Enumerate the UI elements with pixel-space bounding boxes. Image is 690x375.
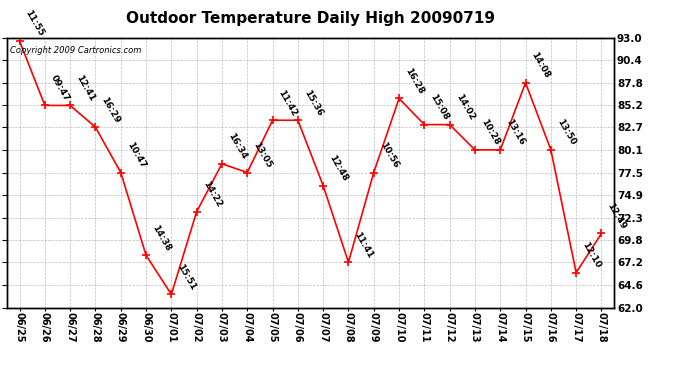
Text: 11:55: 11:55 [23, 9, 46, 38]
Point [520, 80, 531, 86]
Point [293, 117, 304, 123]
Text: 13:50: 13:50 [555, 118, 577, 147]
Text: 16:34: 16:34 [226, 132, 248, 161]
Point [545, 147, 556, 153]
Text: 10:28: 10:28 [479, 118, 501, 147]
Point [166, 291, 177, 297]
Text: 12:49: 12:49 [606, 201, 628, 231]
Text: 15:08: 15:08 [428, 93, 451, 122]
Text: 15:51: 15:51 [175, 262, 197, 292]
Text: 14:38: 14:38 [150, 223, 172, 252]
Point [444, 122, 455, 128]
Text: 16:28: 16:28 [403, 66, 425, 96]
Point [317, 183, 328, 189]
Point [343, 259, 354, 265]
Text: 09:47: 09:47 [49, 73, 71, 103]
Point [596, 231, 607, 237]
Point [495, 147, 506, 153]
Text: 10:56: 10:56 [378, 141, 400, 170]
Point [267, 117, 278, 123]
Point [241, 170, 253, 176]
Text: 10:47: 10:47 [125, 140, 147, 170]
Point [14, 38, 25, 44]
Point [141, 252, 152, 258]
Text: Outdoor Temperature Daily High 20090719: Outdoor Temperature Daily High 20090719 [126, 11, 495, 26]
Point [217, 161, 228, 167]
Point [65, 102, 76, 108]
Point [393, 96, 404, 102]
Text: 14:22: 14:22 [201, 180, 223, 209]
Point [368, 170, 380, 176]
Text: Copyright 2009 Cartronics.com: Copyright 2009 Cartronics.com [10, 46, 141, 55]
Text: 13:16: 13:16 [504, 118, 526, 147]
Point [419, 122, 430, 128]
Text: 12:48: 12:48 [327, 153, 350, 183]
Point [90, 124, 101, 130]
Point [39, 102, 50, 108]
Point [571, 270, 582, 276]
Text: 12:10: 12:10 [580, 241, 602, 270]
Text: 11:42: 11:42 [277, 88, 299, 117]
Point [469, 147, 480, 153]
Text: 14:08: 14:08 [530, 51, 552, 80]
Text: 12:41: 12:41 [75, 73, 97, 103]
Text: 11:41: 11:41 [353, 230, 375, 260]
Point [191, 209, 202, 215]
Text: 16:29: 16:29 [99, 95, 122, 124]
Text: 13:05: 13:05 [251, 141, 273, 170]
Text: 15:36: 15:36 [302, 88, 324, 117]
Point [115, 170, 126, 176]
Text: 14:02: 14:02 [454, 93, 476, 122]
